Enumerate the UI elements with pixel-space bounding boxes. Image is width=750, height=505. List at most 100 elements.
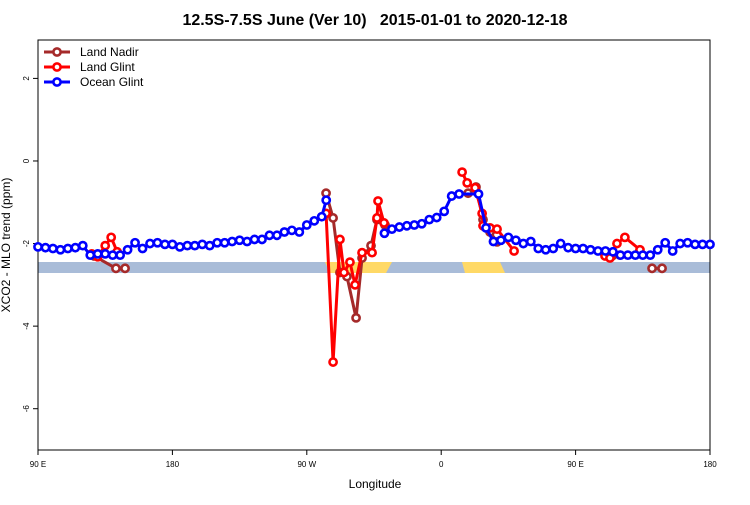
point	[533, 243, 544, 254]
point	[637, 250, 648, 261]
point	[294, 227, 305, 237]
point	[335, 234, 345, 245]
point	[488, 236, 499, 247]
point	[555, 238, 566, 249]
legend-marker	[52, 62, 62, 72]
point	[431, 212, 442, 223]
point	[454, 189, 465, 199]
point	[107, 250, 118, 261]
point	[55, 244, 66, 255]
point	[496, 235, 506, 246]
point	[379, 228, 390, 239]
point	[578, 243, 588, 254]
point	[446, 191, 457, 201]
x-tick-label: 0	[439, 460, 444, 469]
point	[682, 237, 693, 248]
point	[120, 263, 130, 274]
y-tick-label: -6	[22, 405, 31, 413]
point	[563, 242, 574, 253]
x-axis-label: Longitude	[349, 477, 402, 491]
point	[301, 220, 312, 230]
point	[111, 263, 121, 274]
point	[690, 239, 700, 250]
point	[328, 357, 338, 367]
point	[85, 250, 96, 261]
point	[339, 267, 349, 278]
point	[705, 239, 715, 250]
point	[204, 240, 215, 251]
point	[309, 215, 320, 226]
point	[279, 227, 290, 237]
surface-strip-land	[462, 262, 505, 273]
point	[286, 225, 297, 236]
point	[122, 244, 133, 255]
legend-marker	[52, 77, 62, 87]
point	[234, 235, 245, 246]
point	[174, 241, 185, 252]
point	[40, 242, 51, 253]
point	[619, 232, 630, 243]
point	[379, 218, 389, 228]
point	[167, 239, 178, 250]
point	[416, 218, 427, 229]
point	[106, 232, 117, 243]
point	[77, 240, 88, 251]
y-tick-label: -4	[22, 322, 31, 330]
point	[439, 206, 450, 217]
point	[357, 247, 367, 258]
point	[473, 189, 484, 199]
point	[608, 246, 618, 257]
point	[525, 236, 536, 247]
point	[249, 234, 260, 245]
x-tick-label: 90 E	[567, 460, 583, 469]
point	[33, 241, 43, 252]
point	[401, 220, 412, 231]
legend-label: Land Glint	[80, 60, 135, 74]
point	[518, 238, 529, 249]
point	[540, 244, 551, 255]
point	[197, 239, 208, 250]
point	[615, 250, 626, 261]
point	[152, 237, 163, 248]
point	[372, 213, 382, 223]
x-tick-label: 180	[703, 460, 717, 469]
point	[585, 244, 596, 255]
point	[100, 240, 111, 251]
point	[227, 236, 238, 247]
point	[394, 222, 405, 232]
point	[600, 246, 611, 256]
point	[130, 237, 140, 248]
point	[647, 263, 657, 274]
point	[92, 248, 103, 259]
point	[409, 220, 420, 230]
point	[350, 279, 360, 290]
point	[160, 239, 170, 250]
point	[675, 238, 686, 249]
point	[645, 250, 656, 261]
point	[70, 242, 81, 253]
point	[242, 236, 252, 247]
point	[264, 230, 275, 241]
point	[462, 177, 473, 188]
point	[503, 232, 514, 243]
point	[328, 213, 338, 223]
point	[548, 243, 559, 254]
point	[321, 195, 332, 206]
point	[212, 237, 223, 248]
point	[316, 211, 327, 222]
y-axis-label: XCO2 - MLO trend (ppm)	[0, 178, 13, 313]
point	[492, 224, 502, 235]
point	[115, 250, 126, 261]
chart-title: 12.5S-7.5S June (Ver 10) 2015-01-01 to 2…	[182, 12, 567, 29]
legend-label: Ocean Glint	[80, 75, 144, 89]
point	[481, 222, 491, 233]
point	[272, 230, 282, 241]
x-tick-label: 90 E	[30, 460, 46, 469]
x-tick-label: 180	[166, 460, 180, 469]
point	[657, 263, 667, 274]
point	[697, 239, 708, 250]
point	[457, 167, 468, 178]
point	[189, 240, 200, 251]
point	[373, 196, 383, 206]
